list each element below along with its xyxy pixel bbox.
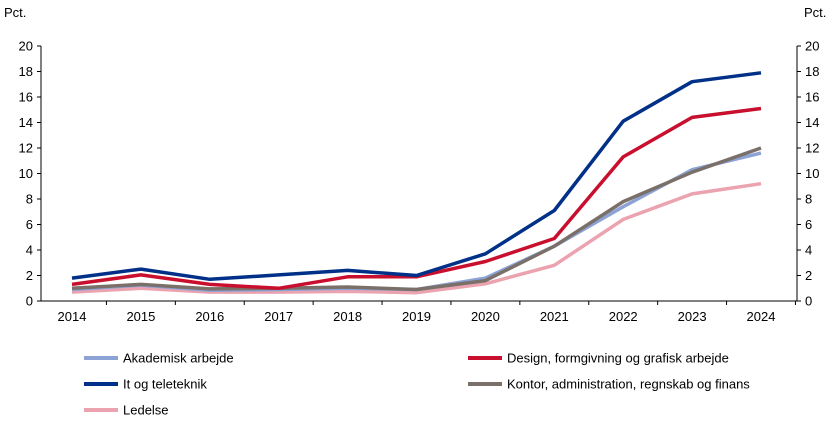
y-tick-label-right: 4 bbox=[805, 243, 812, 258]
y-tick-label-left: 12 bbox=[19, 141, 33, 156]
y-tick-label-left: 14 bbox=[19, 115, 33, 130]
y-tick-label-left: 18 bbox=[19, 64, 33, 79]
legend-label: Akademisk arbejde bbox=[123, 351, 234, 366]
x-tick-label: 2024 bbox=[747, 309, 776, 324]
series-line-ledelse bbox=[71, 181, 762, 295]
y-axis-label-left: Pct. bbox=[4, 5, 26, 20]
y-tick-label-right: 12 bbox=[805, 141, 819, 156]
x-tick-label: 2022 bbox=[609, 309, 638, 324]
y-tick-label-right: 16 bbox=[805, 90, 819, 105]
legend-label: Ledelse bbox=[123, 403, 169, 418]
series-line-design-formgivning-og-grafisk-arbejde bbox=[71, 106, 762, 291]
x-tick-label: 2019 bbox=[402, 309, 431, 324]
y-tick-label-right: 10 bbox=[805, 166, 819, 181]
legend-label: Kontor, administration, regnskab og fina… bbox=[507, 377, 750, 392]
legend-label: It og teleteknik bbox=[123, 377, 207, 392]
y-tick-label-right: 6 bbox=[805, 217, 812, 232]
series-line-it-og-teleteknik bbox=[71, 71, 762, 282]
series-line-kontor-administration-regnskab-og-finans bbox=[71, 146, 762, 292]
y-tick-label-left: 0 bbox=[26, 294, 33, 309]
y-axis-label-right: Pct. bbox=[804, 5, 826, 20]
x-tick-label: 2017 bbox=[264, 309, 293, 324]
y-tick-label-right: 20 bbox=[805, 39, 819, 54]
y-tick-label-right: 18 bbox=[805, 64, 819, 79]
y-tick-label-right: 14 bbox=[805, 115, 819, 130]
legend-label: Design, formgivning og grafisk arbejde bbox=[507, 351, 729, 366]
y-tick-label-right: 2 bbox=[805, 268, 812, 283]
y-tick-label-right: 0 bbox=[805, 294, 812, 309]
y-tick-label-right: 8 bbox=[805, 192, 812, 207]
x-tick-label: 2016 bbox=[195, 309, 224, 324]
y-tick-label-left: 16 bbox=[19, 90, 33, 105]
y-tick-label-left: 20 bbox=[19, 39, 33, 54]
y-tick-label-left: 6 bbox=[26, 217, 33, 232]
y-tick-label-left: 8 bbox=[26, 192, 33, 207]
x-tick-label: 2014 bbox=[58, 309, 87, 324]
x-tick-label: 2021 bbox=[540, 309, 569, 324]
y-tick-label-left: 2 bbox=[26, 268, 33, 283]
y-tick-label-left: 4 bbox=[26, 243, 33, 258]
x-tick-label: 2015 bbox=[126, 309, 155, 324]
x-tick-label: 2018 bbox=[333, 309, 362, 324]
y-tick-label-left: 10 bbox=[19, 166, 33, 181]
x-tick-label: 2023 bbox=[678, 309, 707, 324]
x-tick-label: 2020 bbox=[471, 309, 500, 324]
series-line-akademisk-arbejde bbox=[71, 151, 762, 292]
